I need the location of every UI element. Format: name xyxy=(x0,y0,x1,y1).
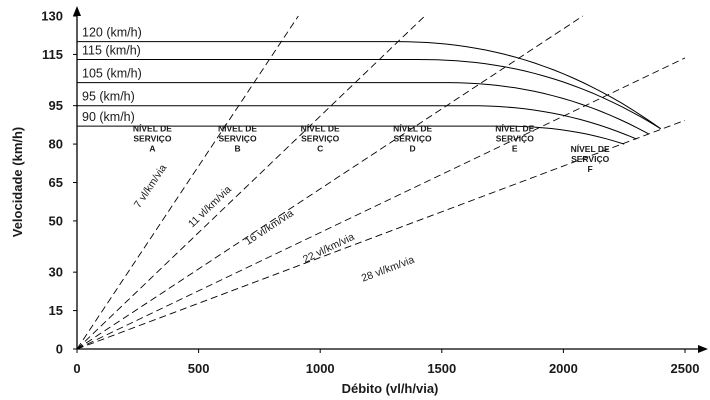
los-label-letter: E xyxy=(512,143,518,153)
speed-flow-curve xyxy=(77,82,649,135)
los-label-line2: SERVIÇO xyxy=(133,133,171,143)
los-label-line2: SERVIÇO xyxy=(218,133,256,143)
los-label-line1: NÍVEL DE xyxy=(218,123,257,133)
speed-flow-curves: 120 (km/h) 115 (km/h) 105 (km/h) 95 (km/h) 9… xyxy=(77,26,661,145)
curve-label: 105 (km/h) xyxy=(82,67,142,81)
los-label-letter: C xyxy=(317,143,323,153)
y-tick-label: 65 xyxy=(49,175,63,190)
density-line xyxy=(76,57,686,350)
y-tick-label: 95 xyxy=(49,98,63,113)
y-tick-label: 50 xyxy=(49,213,63,228)
y-axis-title: Velocidade (km/h) xyxy=(10,127,25,238)
speed-flow-curve xyxy=(77,125,625,145)
y-tick-label: 0 xyxy=(56,342,63,357)
x-tick-label: 500 xyxy=(188,361,210,376)
density-line xyxy=(76,15,299,350)
x-tick-label: 2500 xyxy=(671,361,700,376)
curve-label: 90 (km/h) xyxy=(82,110,135,124)
x-tick-label: 2000 xyxy=(549,361,578,376)
curve-label: 115 (km/h) xyxy=(82,44,141,58)
density-label: 16 vl/km/via xyxy=(243,207,296,248)
los-label-letter: B xyxy=(234,143,240,153)
density-label: 11 vl/km/via xyxy=(186,183,234,230)
los-label-line2: SERVIÇO xyxy=(301,133,339,143)
los-label-line1: NÍVEL DE xyxy=(133,123,172,133)
ticks: 0 500 1000 1500 2000 2500 0 15 30 50 65 80 95 115 130 xyxy=(41,9,699,377)
x-tick-label: 0 xyxy=(73,361,80,376)
density-label: 7 vl/km/via xyxy=(132,162,170,210)
density-label: 28 vl/km/via xyxy=(360,254,416,285)
speed-flow-curve xyxy=(77,105,637,140)
density-line xyxy=(76,15,426,350)
y-axis-arrow xyxy=(73,6,81,16)
los-label-letter: A xyxy=(149,143,155,153)
los-label-line2: SERVIÇO xyxy=(571,154,609,164)
los-label-line1: NÍVEL DE xyxy=(495,123,534,133)
y-tick-label: 115 xyxy=(42,47,63,62)
x-tick-label: 1500 xyxy=(427,361,456,376)
y-tick-label: 30 xyxy=(49,265,63,280)
density-line xyxy=(76,15,584,350)
curve-label: 120 (km/h) xyxy=(82,26,142,40)
los-label-line1: NÍVEL DE xyxy=(301,123,340,133)
los-label-line1: NÍVEL DE xyxy=(571,144,610,154)
axes xyxy=(73,6,708,353)
x-tick-label: 1000 xyxy=(306,361,335,376)
speed-flow-curve xyxy=(77,41,661,130)
density-label: 22 vl/km/via xyxy=(301,231,356,266)
y-tick-label: 130 xyxy=(41,9,63,24)
speed-flow-curve xyxy=(77,59,661,130)
los-label-letter: D xyxy=(410,143,416,153)
density-line xyxy=(76,119,686,350)
los-label-line2: SERVIÇO xyxy=(394,133,432,143)
y-tick-label: 80 xyxy=(49,137,63,152)
curve-label: 95 (km/h) xyxy=(82,90,135,104)
los-label-letter: F xyxy=(588,164,593,174)
x-axis-arrow xyxy=(698,345,708,353)
x-axis-title: Débito (vl/h/via) xyxy=(342,381,439,396)
y-tick-label: 15 xyxy=(49,303,63,318)
los-label-line2: SERVIÇO xyxy=(496,133,534,143)
los-label-line1: NÍVEL DE xyxy=(393,123,432,133)
